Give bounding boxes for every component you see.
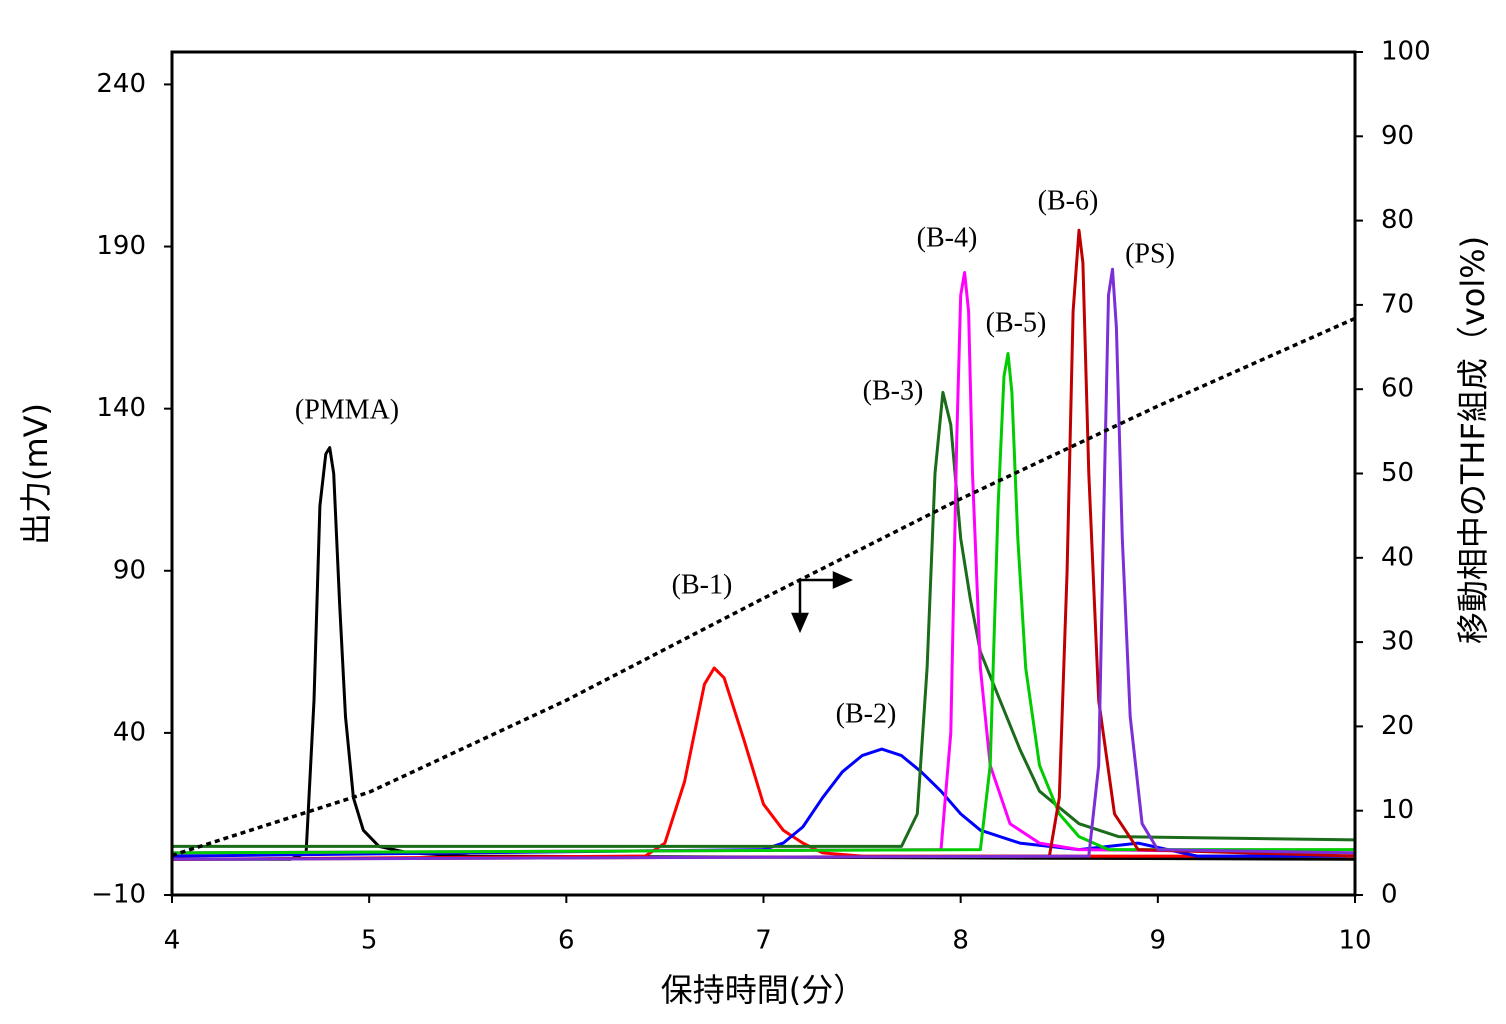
- y2-tick-label: 60: [1381, 374, 1414, 404]
- arrows: [791, 571, 854, 634]
- x-tick-label: 5: [361, 926, 378, 956]
- y2-tick-label: 100: [1381, 37, 1431, 67]
- y2-tick-label: 20: [1381, 711, 1414, 741]
- x-tick-label: 9: [1150, 926, 1167, 956]
- y-tick-label: 240: [96, 69, 146, 99]
- y2-tick-label: 80: [1381, 205, 1414, 235]
- line: [172, 390, 1356, 848]
- y-axis-title: 出力(mV): [17, 403, 55, 545]
- y-tick-label: 190: [96, 231, 146, 261]
- line: [171, 352, 1355, 855]
- dashed-line: [171, 316, 1356, 858]
- y2-axis-title: 移動相中のTHF組成（vol%): [1454, 236, 1492, 644]
- plot-frame: [170, 50, 1357, 897]
- y2-tick-label: 30: [1381, 627, 1414, 657]
- arrow-head: [832, 571, 854, 589]
- y2-tick-label: 10: [1381, 795, 1414, 825]
- peak-label: (B-2): [836, 698, 897, 729]
- x-tick-label: 7: [755, 926, 772, 956]
- x-tick-label: 8: [952, 926, 969, 956]
- line: [171, 228, 1356, 861]
- arrow-head: [791, 612, 809, 634]
- line: [172, 446, 1356, 861]
- y2-tick-label: 0: [1381, 880, 1398, 910]
- x-tick-label: 6: [558, 926, 575, 956]
- y2-tick-label: 70: [1381, 289, 1414, 319]
- peak-label: (B-1): [672, 569, 733, 600]
- y-tick-label: 40: [113, 717, 146, 747]
- x-tick-label: 4: [164, 926, 181, 956]
- peak-label: (B-5): [986, 307, 1047, 338]
- y-tick-label: 90: [113, 555, 146, 585]
- x-tick-label: 10: [1338, 926, 1371, 956]
- y-tick-label: −10: [91, 880, 146, 910]
- peak-label: (B-6): [1038, 185, 1099, 216]
- peak-label: (PMMA): [295, 394, 399, 425]
- peak-label: (PS): [1125, 238, 1175, 269]
- y2-tick-label: 50: [1381, 458, 1414, 488]
- y2-tick-label: 90: [1381, 121, 1414, 151]
- y-tick-label: 140: [96, 393, 146, 423]
- y2-tick-label: 40: [1381, 542, 1414, 572]
- line: [171, 271, 1356, 855]
- x-axis-title: 保持時間(分）: [661, 971, 866, 1009]
- peak-label: (B-3): [863, 375, 924, 406]
- peak-label: (B-4): [917, 222, 978, 253]
- line: [171, 267, 1356, 861]
